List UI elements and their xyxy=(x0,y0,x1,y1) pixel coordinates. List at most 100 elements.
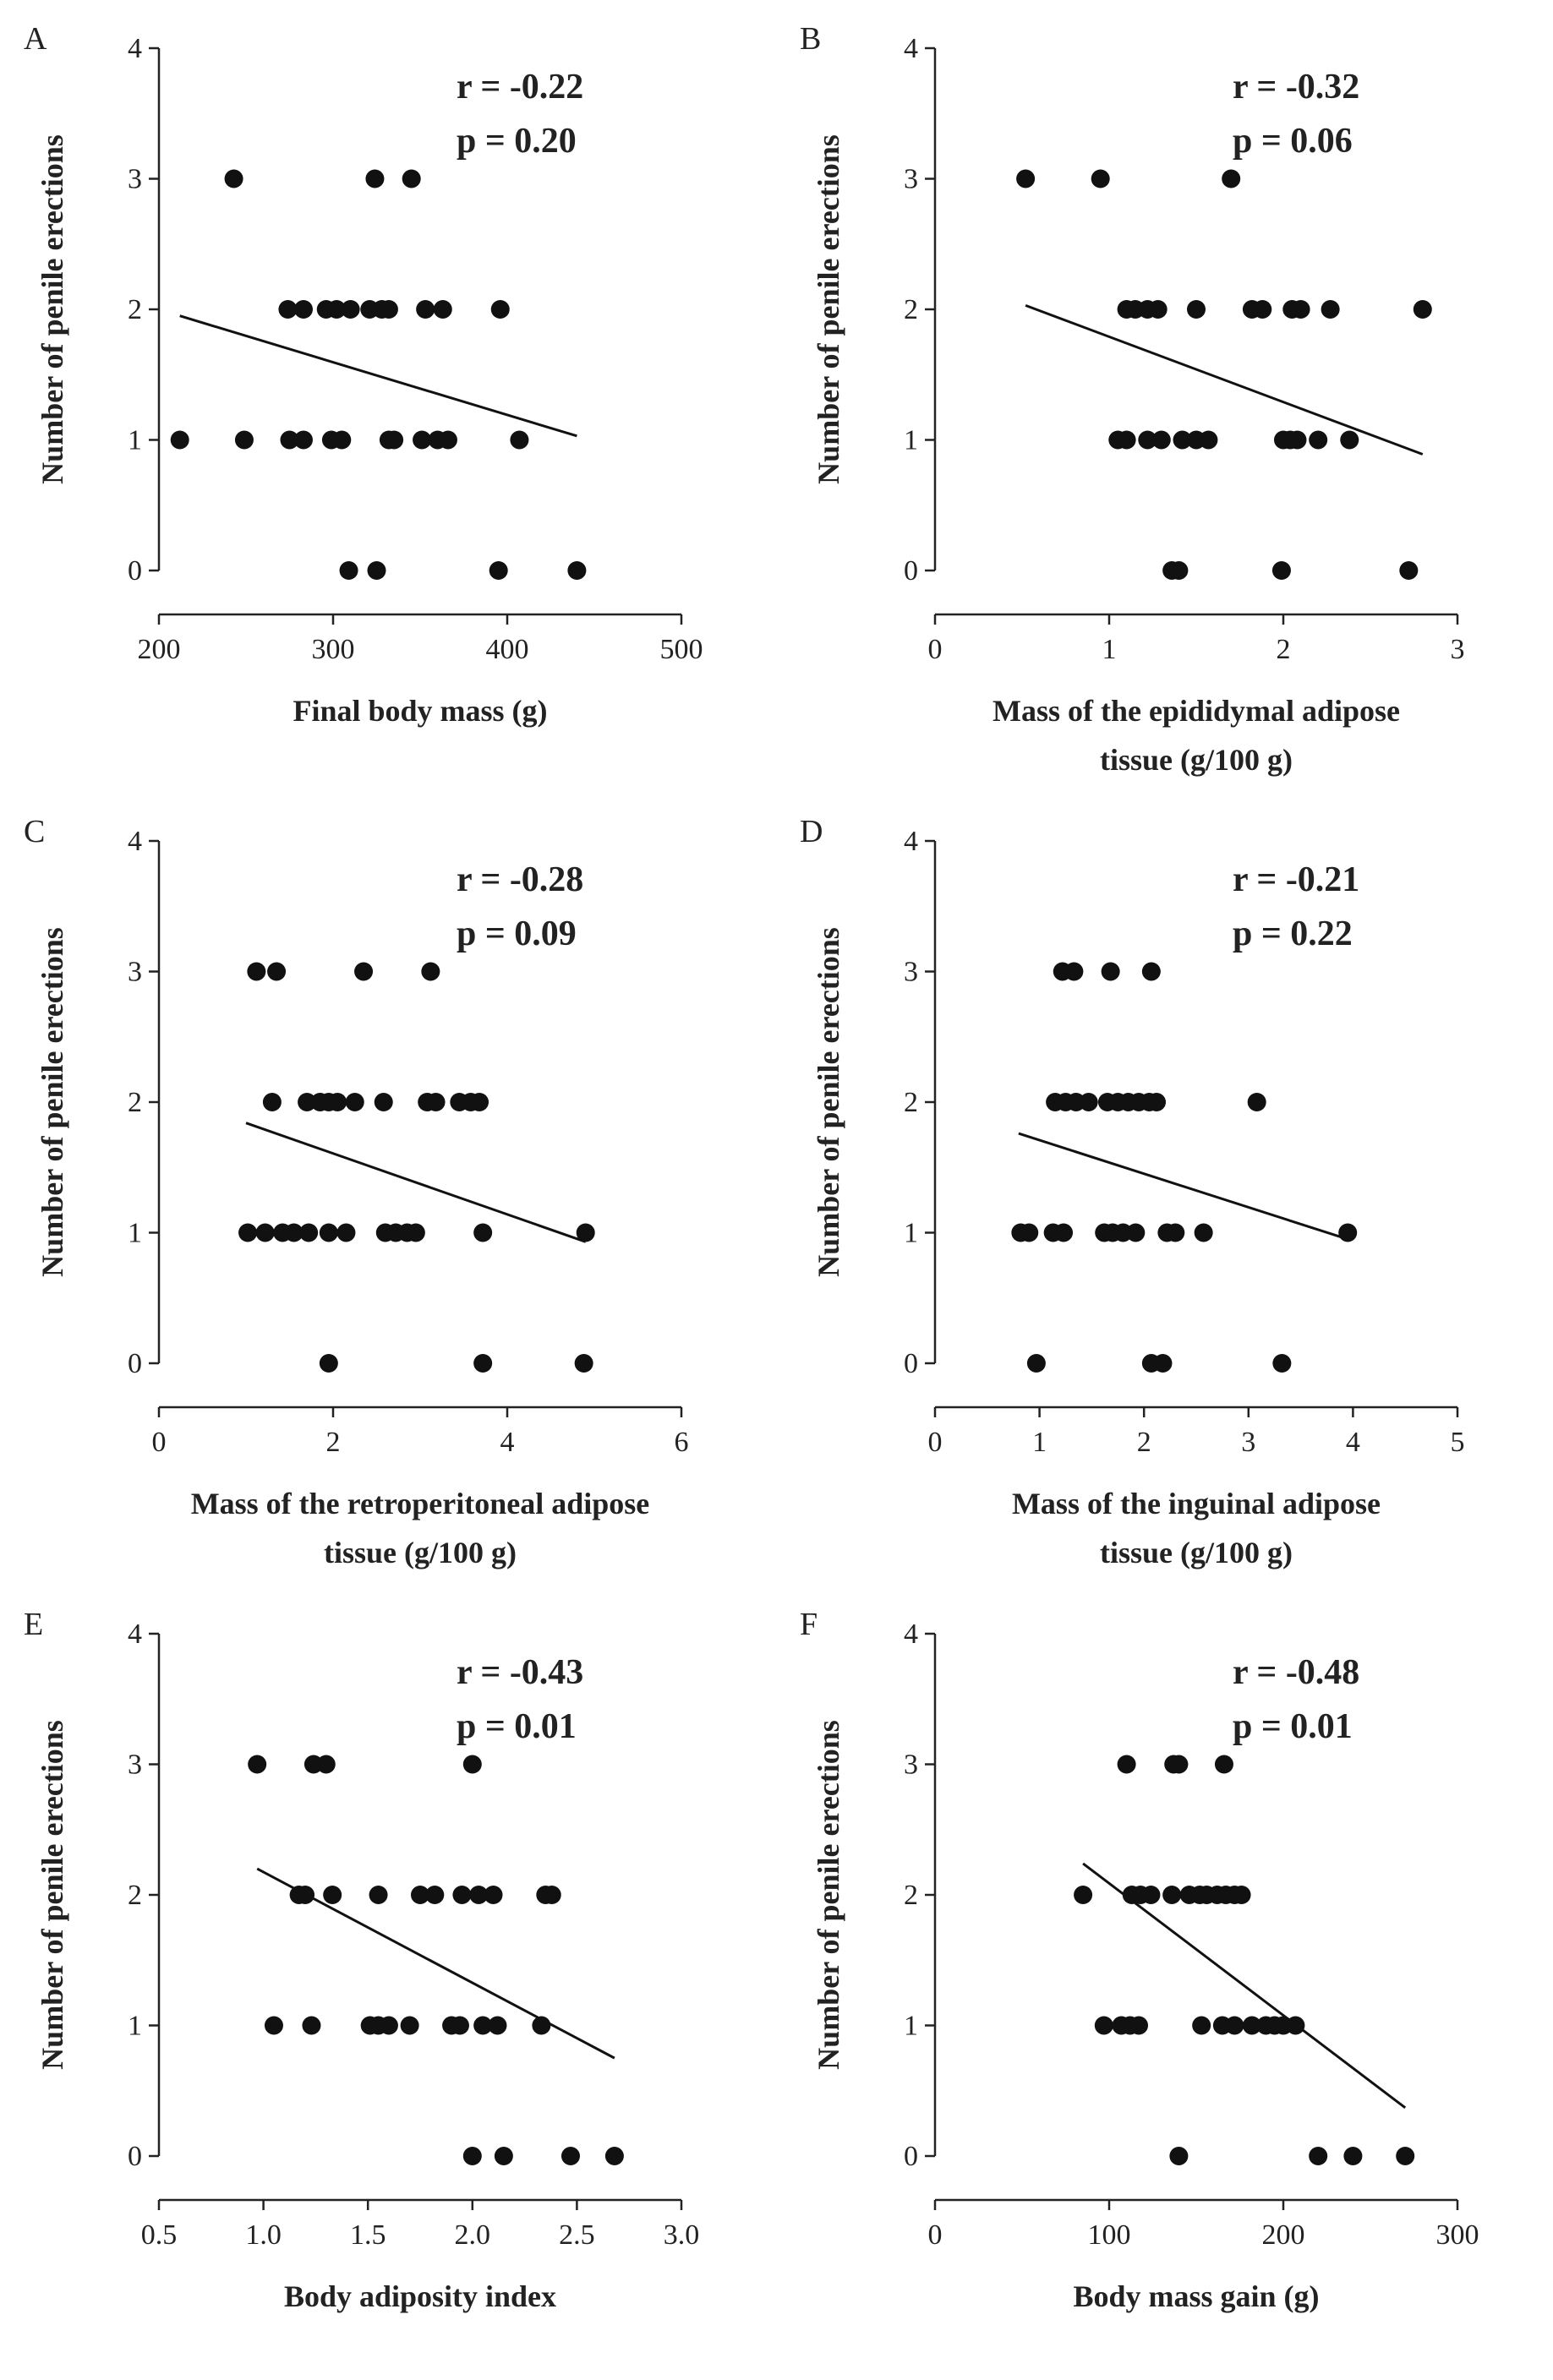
data-point xyxy=(406,1223,425,1242)
labels: Cr = -0.28 p = 0.09 Number of penile erect… xyxy=(24,814,649,1569)
y-tick-label: 2 xyxy=(128,294,142,325)
data-point xyxy=(1291,300,1310,319)
data-point xyxy=(1173,430,1192,450)
data-point xyxy=(1396,2147,1415,2165)
panel-label: A xyxy=(24,21,47,57)
x-tick-label: 2 xyxy=(1137,1427,1151,1458)
data-point xyxy=(425,1886,445,1904)
data-point xyxy=(224,169,243,188)
ticks: 0 1 2 3 4 0.5 1.0 1.5 2.0 2.5 3.0 xyxy=(128,1619,699,2251)
data-point xyxy=(278,300,298,319)
data-point xyxy=(433,300,452,319)
x-tick-label: 3 xyxy=(1241,1427,1255,1458)
ticks: 0 1 2 3 4 0 1 2 3 xyxy=(904,33,1465,665)
axes xyxy=(157,841,681,1409)
data-point xyxy=(411,1886,429,1904)
x-tick-label: 2 xyxy=(326,1427,341,1458)
data-point xyxy=(1020,1223,1039,1242)
y-tick-label: 2 xyxy=(904,1087,918,1118)
data-point xyxy=(296,1886,315,1904)
ticks: 0 1 2 3 4 0 100 200 300 xyxy=(904,1619,1479,2251)
x-tick-label: 100 xyxy=(1088,2219,1131,2251)
data-point xyxy=(421,962,440,981)
data-point xyxy=(484,1886,503,1904)
data-point xyxy=(1091,169,1110,188)
x-tick-label: 2.0 xyxy=(455,2219,491,2251)
ticks: 0 1 2 3 4 0 2 4 6 xyxy=(128,826,689,1458)
data-point xyxy=(450,2016,469,2035)
y-axis-title: Number of penile erections xyxy=(812,134,845,484)
r-value: r = -0.28 xyxy=(457,860,583,899)
data-point xyxy=(1214,1755,1233,1774)
x-tick-label: 0.5 xyxy=(141,2219,178,2251)
data-point xyxy=(1126,1223,1146,1242)
x-tick-label: 300 xyxy=(1436,2219,1479,2251)
data-point xyxy=(1187,300,1206,319)
data-points xyxy=(238,962,595,1373)
scatter-plot-f: 0 1 2 3 4 0 100 200 300 Fr = -0.48 p = 0.01 Number… xyxy=(800,1607,1479,2313)
y-tick-label: 0 xyxy=(128,1348,142,1379)
data-point xyxy=(293,300,313,319)
data-point xyxy=(248,1755,267,1774)
x-tick-label: 0 xyxy=(928,1427,943,1458)
data-point xyxy=(264,2016,283,2035)
data-point xyxy=(1169,1755,1189,1774)
data-point xyxy=(336,1223,356,1242)
data-point xyxy=(1343,2147,1363,2165)
data-point xyxy=(316,1755,336,1774)
data-point xyxy=(413,430,432,450)
x-tick-label: 6 xyxy=(675,1427,689,1458)
x-tick-label: 1 xyxy=(1102,634,1117,665)
scatter-plot-b: 0 1 2 3 4 0 1 2 3 Br = -0.32 p = 0.06 Number of pe… xyxy=(800,21,1465,777)
x-tick-label: 2.5 xyxy=(559,2219,595,2251)
y-tick-label: 3 xyxy=(904,1750,918,1781)
x-tick-label: 5 xyxy=(1451,1427,1465,1458)
data-point xyxy=(470,1093,489,1111)
p-value: p = 0.01 xyxy=(1233,1707,1353,1746)
x-tick-label: 0 xyxy=(152,1427,167,1458)
data-points xyxy=(1016,169,1432,580)
x-axis-title: Final body mass (g) xyxy=(293,694,547,728)
r-value: r = -0.43 xyxy=(457,1653,583,1692)
data-point xyxy=(490,300,510,319)
labels: Er = -0.43 p = 0.01 Number of penile erect… xyxy=(24,1607,583,2313)
data-point xyxy=(1101,962,1120,981)
y-tick-label: 4 xyxy=(904,33,918,64)
x-tick-label: 3 xyxy=(1451,634,1465,665)
data-point xyxy=(510,430,529,450)
data-point xyxy=(247,962,266,981)
p-value: p = 0.22 xyxy=(1233,914,1353,953)
y-tick-label: 0 xyxy=(904,1348,918,1379)
data-point xyxy=(369,1886,388,1904)
data-point xyxy=(267,962,287,981)
data-point xyxy=(302,2016,321,2035)
x-tick-label: 4 xyxy=(500,1427,515,1458)
data-point xyxy=(1094,2016,1113,2035)
x-tick-label: 200 xyxy=(138,634,181,665)
y-axis-title: Number of penile erections xyxy=(812,927,845,1277)
y-axis-title: Number of penile erections xyxy=(812,1720,845,2070)
data-point xyxy=(574,1354,593,1373)
x-tick-label: 1.5 xyxy=(350,2219,386,2251)
data-point xyxy=(1286,2016,1305,2035)
p-value: p = 0.06 xyxy=(1233,122,1353,161)
data-point xyxy=(323,1886,342,1904)
data-point xyxy=(1138,430,1157,450)
scatter-plot-e: 0 1 2 3 4 0.5 1.0 1.5 2.0 2.5 3.0 Er = -0.43 p = 0.… xyxy=(24,1607,699,2313)
y-tick-label: 3 xyxy=(128,1750,142,1781)
y-tick-label: 1 xyxy=(128,1218,142,1249)
y-tick-label: 0 xyxy=(904,555,918,587)
y-axis-title: Number of penile erections xyxy=(36,1720,69,2070)
data-point xyxy=(1117,430,1136,450)
data-point xyxy=(1141,962,1161,981)
data-point xyxy=(1413,300,1432,319)
data-point xyxy=(341,300,360,319)
data-point xyxy=(489,561,508,580)
data-point xyxy=(1192,2016,1211,2035)
regression-line xyxy=(256,1867,615,2060)
panel-label: F xyxy=(800,1607,818,1642)
axes xyxy=(933,1634,1457,2202)
data-point xyxy=(1222,169,1241,188)
